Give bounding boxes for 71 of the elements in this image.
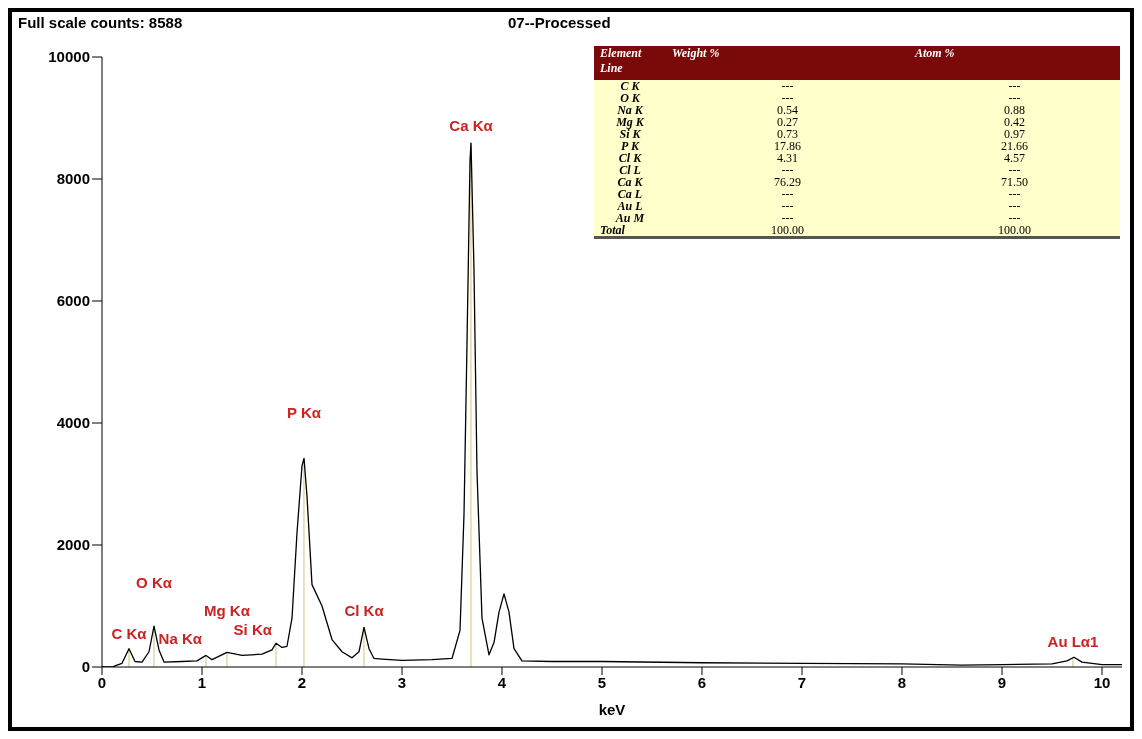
annotation: 4.57 [1002,151,1026,165]
annotation: 100.00 [996,223,1032,238]
y-tick-label: 4000 [56,414,90,432]
x-tick-label: 9 [997,673,1007,691]
annotation: Na Kα [158,630,203,648]
annotation: Ca K [616,175,644,189]
annotation: Cl L [618,163,642,177]
annotation: Ca Kα [449,117,494,135]
x-tick-label: 3 [397,673,407,691]
annotation: 0.54 [775,103,799,117]
annotation: 4.31 [775,151,799,165]
x-tick-label: 6 [697,673,707,691]
annotation: --- [1007,163,1022,177]
annotation: P Kα [287,403,322,421]
annotation: O K [619,91,642,105]
y-tick-label: 6000 [56,292,90,310]
annotation: Au L [616,199,644,213]
annotation: Total [599,223,626,238]
annotation: 21.66 [999,139,1029,153]
annotation: Ca L [616,187,644,201]
x-tick-label: 5 [597,673,607,691]
annotation: 100.00 [769,223,805,238]
x-tick-label: 4 [497,673,507,691]
annotation: 0.42 [1002,115,1026,129]
x-tick-label: 10 [1093,673,1111,691]
annotation: Au Lα1 [1047,632,1099,650]
annotation: --- [780,79,795,93]
annotation: --- [780,187,795,201]
annotation: Mg Kα [204,602,251,620]
annotation: --- [1007,91,1022,105]
x-tick-label: 0 [97,673,107,691]
annotation: --- [1007,187,1022,201]
annotation: Cl Kα [344,602,385,620]
x-tick-label: 1 [197,673,207,691]
annotation: O Kα [136,574,173,592]
y-tick-label: 10000 [48,48,90,66]
annotation: --- [780,199,795,213]
x-tick-label: 7 [797,673,807,691]
y-tick-label: 2000 [56,536,90,554]
annotation: Element Line [599,46,643,77]
annotation: Weight % [671,46,721,62]
annotation: 0.97 [1002,127,1026,141]
annotation: --- [1007,211,1022,225]
annotation: Au M [614,211,646,225]
annotation: --- [1007,79,1022,93]
annotation: 0.27 [775,115,799,129]
annotation: Cl K [617,151,643,165]
annotation: 17.86 [772,139,802,153]
chart-subtitle: Full scale counts: 8588 [18,14,183,31]
x-axis-title: keV [598,701,626,718]
annotation: --- [780,91,795,105]
annotation: --- [780,163,795,177]
annotation: 76.29 [772,175,802,189]
y-tick-label: 0 [81,658,90,676]
annotation: Si K [619,127,642,141]
annotation: Mg K [615,115,646,129]
annotation: Si Kα [233,621,273,639]
annotation: 71.50 [999,175,1029,189]
annotation: 0.88 [1002,103,1026,117]
annotation: C Kα [111,624,148,642]
chart-title: 07--Processed [508,14,611,31]
annotation: --- [1007,199,1022,213]
annotation: --- [780,211,795,225]
annotation: P K [620,139,641,153]
annotation: Na K [616,103,645,117]
annotation: C K [619,79,641,93]
annotation: Atom % [913,46,956,62]
x-tick-label: 2 [297,673,307,691]
x-tick-label: 8 [897,673,907,691]
y-tick-label: 8000 [56,170,90,188]
annotation: 0.73 [775,127,799,141]
